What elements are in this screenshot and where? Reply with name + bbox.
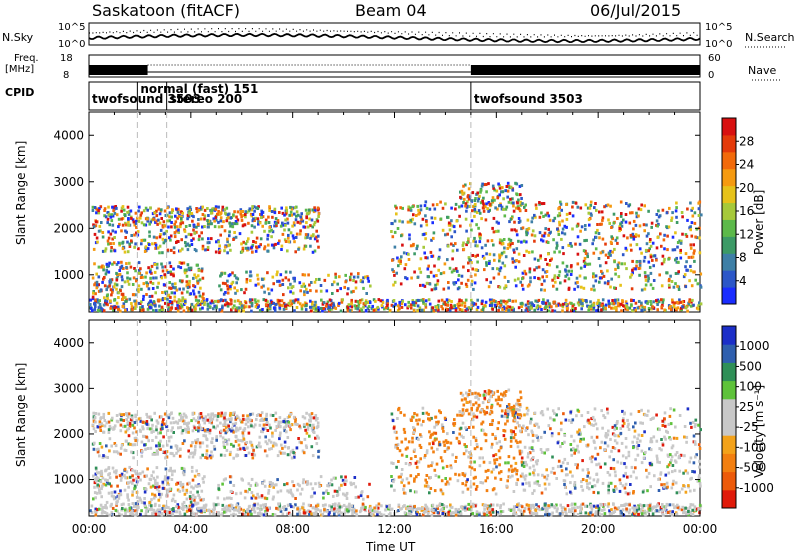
- velocity-colorbar-segment: [722, 417, 736, 436]
- freq-trace-a: [89, 65, 148, 75]
- power-colorbar-tick-label: 12: [739, 227, 754, 241]
- cpid-mode-label: twofsound 3503: [92, 92, 201, 106]
- cpid-label: CPID: [5, 86, 35, 99]
- freq-tick-bot: 8: [63, 70, 70, 81]
- velocity-colorbar-tick-label: -500: [739, 461, 766, 475]
- nave-label: Nave: [748, 64, 777, 77]
- power-cells: [89, 181, 703, 313]
- freq-label: Freq.: [14, 53, 39, 64]
- nsky-right-tick-bot: 10^0: [705, 39, 733, 50]
- power-colorbar-tick-label: 28: [739, 134, 754, 148]
- velocity-colorbar-tick-label: 500: [739, 359, 762, 373]
- velocity-colorbar-frame: [721, 325, 737, 509]
- power-colorbar-segment: [722, 118, 736, 136]
- nsky-tick-top: 10^5: [58, 22, 86, 33]
- power-colorbar-segment: [722, 185, 736, 204]
- power-colorbar-segment: [722, 236, 736, 254]
- velocity-colorbar-tick-label: 25: [739, 400, 754, 414]
- velocity-colorbar-segment: [722, 453, 736, 473]
- x-tick-label: 00:00: [683, 522, 718, 536]
- x-tick-label: 16:00: [479, 522, 514, 536]
- x-tick-label: 12:00: [377, 522, 412, 536]
- power-colorbar-segment: [722, 219, 736, 237]
- velocity-ytick-label: 4000: [53, 336, 84, 350]
- velocity-ytick-label: 1000: [53, 473, 84, 487]
- x-tick-label: 20:00: [581, 522, 616, 536]
- freq-tick-top: 18: [60, 53, 73, 64]
- nave-tick-bot: 0: [708, 70, 715, 81]
- velocity-colorbar-segment: [722, 489, 736, 509]
- power-colorbar-tick-label: 4: [739, 274, 747, 288]
- velocity-colorbar-segment: [722, 326, 736, 345]
- velocity-colorbar-segment: [722, 344, 736, 363]
- power-colorbar-segment: [722, 270, 736, 288]
- cpid-mode-label: twofsound 3503: [474, 92, 583, 106]
- x-axis-title: Time UT: [366, 540, 416, 554]
- nsky-right-tick-top: 10^5: [705, 22, 733, 33]
- power-ytick-label: 3000: [53, 175, 84, 189]
- x-tick-label: 08:00: [275, 522, 310, 536]
- nave-tick-top: 60: [708, 53, 721, 64]
- station-title: Saskatoon (fitACF): [92, 1, 241, 20]
- date-label: 06/Jul/2015: [590, 1, 682, 20]
- cpid-mode-label: normal (fast) 151: [140, 82, 258, 96]
- power-ytick-label: 1000: [53, 268, 84, 282]
- velocity-cells: [89, 388, 703, 517]
- power-colorbar-tick-label: 8: [739, 251, 747, 265]
- power-colorbar-tick-label: 16: [739, 204, 754, 218]
- x-tick-label: 04:00: [174, 522, 209, 536]
- freq-unit: [MHz]: [5, 64, 35, 75]
- power-colorbar-segment: [722, 134, 736, 153]
- velocity-colorbar-tick-label: -25: [739, 420, 759, 434]
- velocity-frame: [88, 319, 701, 517]
- beam-label: Beam 04: [355, 1, 427, 20]
- power-colorbar-segment: [722, 202, 736, 220]
- velocity-colorbar-segment: [722, 380, 736, 400]
- velocity-ytick-label: 3000: [53, 381, 84, 395]
- nsky-label: N.Sky: [2, 31, 34, 44]
- power-colorbar-segment: [722, 287, 736, 305]
- power-colorbar-segment: [722, 253, 736, 271]
- nsky-tick-bot: 10^0: [58, 39, 86, 50]
- power-colorbar-tick-label: 24: [739, 158, 754, 172]
- nsearch-label: N.Search: [745, 31, 795, 44]
- velocity-colorbar-segment: [722, 471, 736, 491]
- power-colorbar-segment: [722, 151, 736, 170]
- nsky-trace: [88, 32, 701, 44]
- power-colorbar-tick-label: 20: [739, 181, 754, 195]
- velocity-colorbar-segment: [722, 398, 736, 418]
- cpid-mode-label: stereo 200: [170, 92, 243, 106]
- velocity-ytick-label: 2000: [53, 427, 84, 441]
- freq-trace-b: [470, 65, 700, 75]
- power-ytick-label: 4000: [53, 128, 84, 142]
- velocity-colorbar-tick-label: 1000: [739, 339, 770, 353]
- x-tick-label: 00:00: [72, 522, 107, 536]
- power-ytick-label: 2000: [53, 221, 84, 235]
- velocity-colorbar-segment: [722, 435, 736, 454]
- velocity-colorbar-segment: [722, 362, 736, 382]
- velocity-colorbar-tick-label: 100: [739, 380, 762, 394]
- power-colorbar-segment: [722, 168, 736, 187]
- velocity-colorbar-tick-label: -1000: [739, 481, 774, 495]
- nsearch-trace: [89, 28, 698, 38]
- velocity-colorbar-tick-label: -100: [739, 440, 766, 454]
- nsky-strip-frame: [88, 22, 701, 46]
